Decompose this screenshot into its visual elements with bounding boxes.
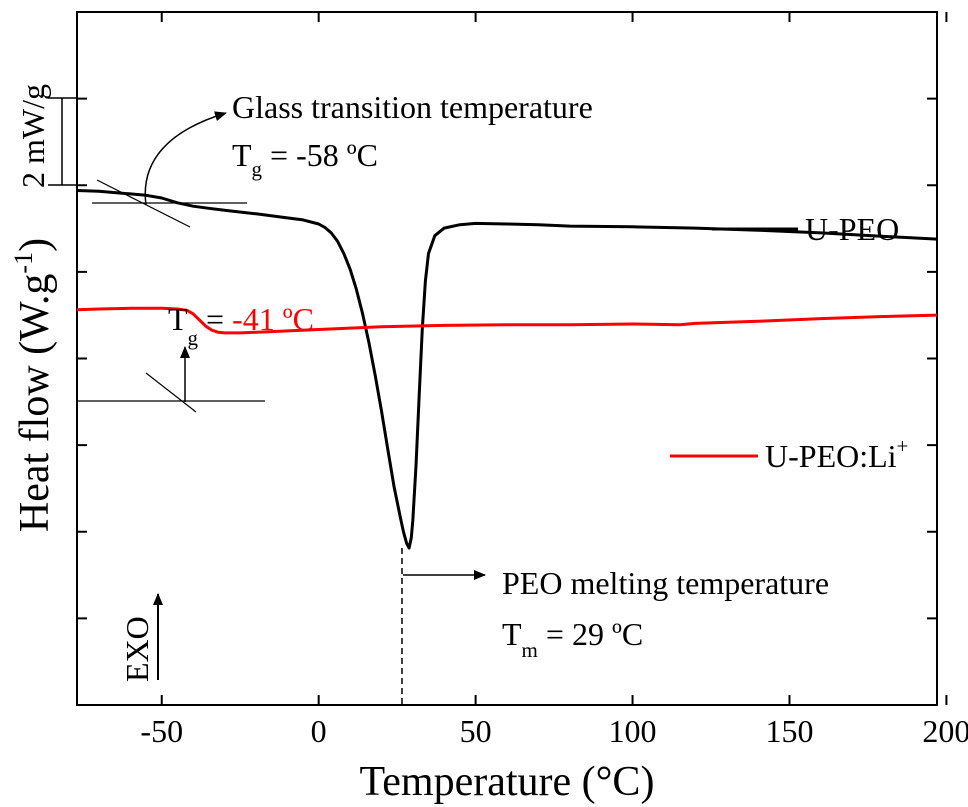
x-tick-label: 50 <box>460 713 492 749</box>
scale-bar <box>48 97 77 186</box>
tg2-construction <box>77 346 265 413</box>
tg1-tangent-line <box>96 179 191 228</box>
x-axis-title: Temperature (°C) <box>360 759 655 805</box>
legend-upeo-li: U-PEO:Li+ <box>670 434 908 474</box>
x-axis-ticks <box>160 12 948 705</box>
y-axis-ticks <box>77 97 937 620</box>
legend-upeo-li-label: U-PEO:Li+ <box>765 434 908 474</box>
tg2-tangent-line <box>145 372 197 413</box>
series-layer <box>76 189 938 550</box>
tm-label: Tm = 29 ºC <box>502 616 643 662</box>
x-tick-label: -50 <box>140 713 183 749</box>
exo-label: EXO <box>119 616 155 682</box>
legend-upeo: U-PEO <box>712 211 899 247</box>
scale-bar-label: 2 mW/g <box>15 84 51 188</box>
x-tick-label: 150 <box>765 713 813 749</box>
tm-construction <box>401 548 486 705</box>
series-line-upeo-li <box>76 306 938 335</box>
x-axis-tick-labels: -50 0 50 100 150 200 <box>140 713 968 749</box>
tg1-label: Tg = -58 ºC <box>232 137 378 181</box>
tg2-value: -41 ºC <box>232 301 314 337</box>
legend-upeo-label: U-PEO <box>805 211 899 247</box>
x-tick-label: 100 <box>609 713 657 749</box>
melting-title: PEO melting temperature <box>502 565 829 601</box>
x-tick-label: 0 <box>311 713 327 749</box>
tg2-label: Tg = -41 ºC <box>168 301 314 350</box>
y-axis-title: Heat flow (W.g-1) <box>9 238 58 532</box>
x-tick-label: 200 <box>922 713 968 749</box>
tg1-curved-arrow <box>144 111 227 206</box>
series-line-upeo <box>76 189 938 550</box>
tg1-construction <box>92 111 247 228</box>
glass-transition-title: Glass transition temperature <box>232 89 593 125</box>
